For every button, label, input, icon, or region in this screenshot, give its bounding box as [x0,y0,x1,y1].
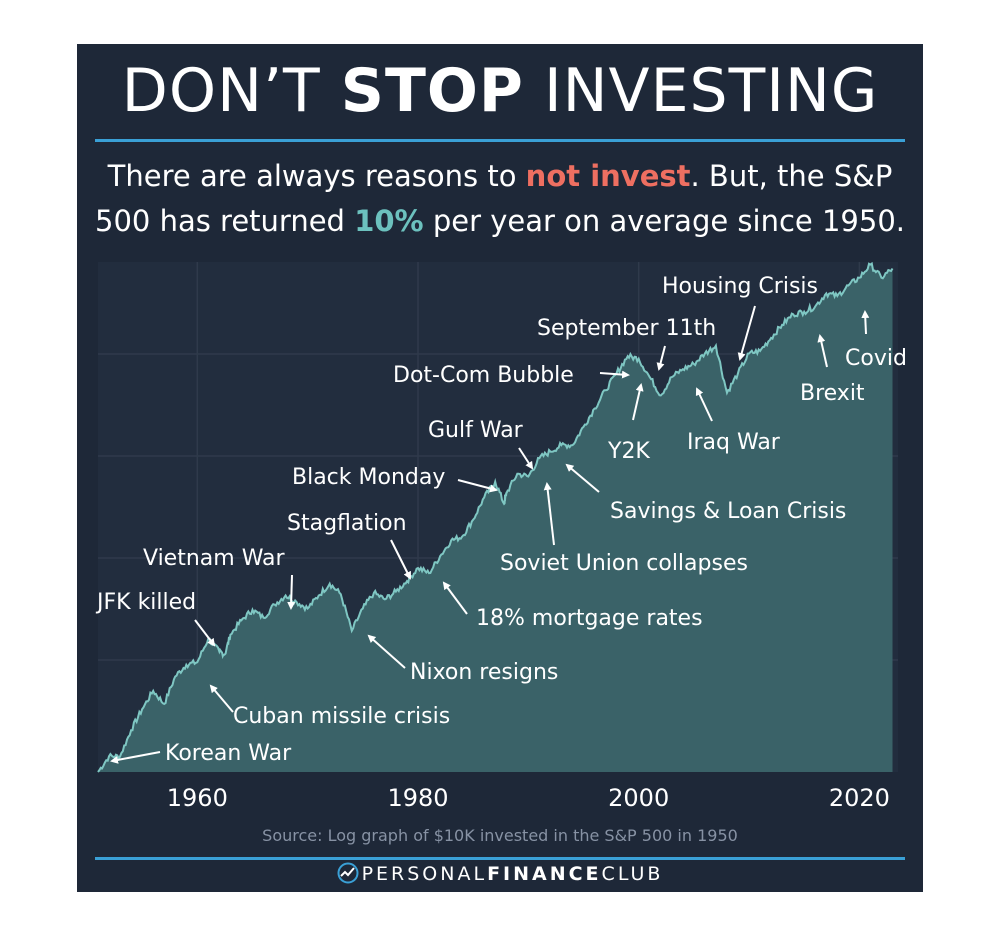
x-tick-label: 2000 [608,784,669,812]
annotation-label: Y2K [607,439,650,464]
series-line [97,261,894,773]
subtitle-text: There are always reasons to [107,159,526,193]
annotation: Nixon resigns [367,634,558,685]
subtitle-line-2: 500 has returned 10% per year on average… [0,201,1000,241]
annotation-arrow [194,619,216,647]
brand-text: PERSONAL [361,863,488,885]
annotation: September 11th [537,316,716,371]
x-tick-label: 2020 [829,784,890,812]
annotation-label: Soviet Union collapses [500,551,748,576]
annotation-label: Gulf War [428,418,524,443]
annotation-arrow [861,310,870,335]
annotation-label: Housing Crisis [662,274,818,299]
annotation-label: JFK killed [95,590,196,615]
annotation-label: Iraq War [687,430,781,455]
annotation-label: 18% mortgage rates [476,606,703,631]
annotation-arrow [817,334,828,368]
annotation-arrow [565,463,600,493]
annotation-arrow [110,751,161,764]
annotation-label: September 11th [537,316,716,341]
title-part-1: DON’T [121,56,341,126]
annotation: Brexit [800,334,865,406]
annotation-arrow [457,479,498,493]
annotation-label: Savings & Loan Crisis [610,499,846,524]
annotation: Vietnam War [143,546,296,610]
annotation: Gulf War [428,418,534,470]
annotation: Covid [845,310,907,371]
annotation: Savings & Loan Crisis [565,463,846,524]
subtitle-highlight-teal: 10% [354,204,424,238]
annotation-arrow [632,383,644,421]
annotation-label: Korean War [165,741,292,766]
annotation: 18% mortgage rates [442,581,703,631]
annotation: Y2K [607,383,650,464]
annotation-arrow [656,345,666,371]
subtitle-text: 500 has returned [95,204,355,238]
source-note: Source: Log graph of $10K invested in th… [262,826,738,845]
brand-logo: PERSONALFINANCECLUB [0,862,1000,885]
title-bold-word: STOP [340,56,524,126]
annotation-arrow [367,634,406,669]
annotation-label: Dot-Com Bubble [393,363,574,388]
annotation-label: Stagflation [287,511,407,536]
brand-text: CLUB [601,863,664,885]
subtitle-highlight-red: not invest [525,159,691,193]
annotation-arrow [543,482,555,546]
annotation-label: Brexit [800,381,865,406]
annotation-label: Covid [845,346,907,371]
annotation: Housing Crisis [662,274,818,361]
annotation-label: Cuban missile crisis [233,704,450,729]
x-tick-label: 1960 [167,784,228,812]
annotations: Korean War Cuban missile crisis JFK killed… [95,274,907,766]
annotation-label: Nixon resigns [410,660,558,685]
annotation-arrow [599,370,630,379]
annotation: Iraq War [687,387,781,455]
subtitle-text: per year on average since 1950. [423,204,905,238]
annotation-arrow [737,305,756,361]
annotation: Dot-Com Bubble [393,363,630,388]
annotation-arrow [442,581,468,615]
subtitle-text: . But, the S&P [690,159,893,193]
annotation: Cuban missile crisis [209,684,450,729]
annotation-label: Black Monday [292,465,445,490]
annotation: Soviet Union collapses [500,482,748,576]
page-title: DON’T STOP INVESTING [0,52,1000,130]
x-axis-ticks: 1960 1980 2000 2020 [167,784,890,812]
chart-line-icon [337,862,359,884]
area-fill [98,263,893,772]
top-divider [95,139,905,142]
annotation: Korean War [110,741,292,766]
x-tick-label: 1980 [387,784,448,812]
bottom-divider [95,857,905,860]
annotation-arrow [518,447,534,470]
annotation-label: Vietnam War [143,546,286,571]
annotation-arrow [390,539,411,580]
annotation-arrow [287,574,296,610]
annotation-arrow [209,684,234,713]
title-part-2: INVESTING [523,56,879,126]
annotation: Stagflation [287,511,411,580]
subtitle-line-1: There are always reasons to not invest. … [0,156,1000,196]
annotation: JFK killed [95,590,216,647]
annotation-arrow [695,387,713,422]
annotation: Black Monday [292,465,498,493]
brand-text-bold: FINANCE [487,863,602,885]
